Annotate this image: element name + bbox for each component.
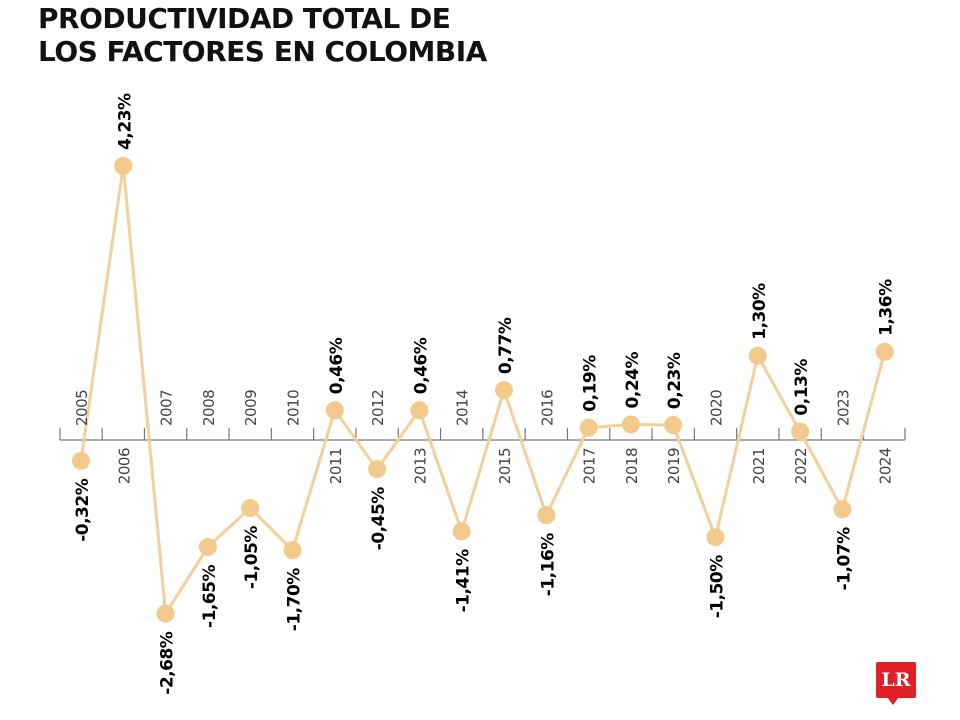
data-label: 4,23% [115, 93, 135, 150]
x-tick-label: 2007 [158, 390, 176, 426]
x-tick-label: 2006 [115, 448, 133, 484]
x-tick-label: 2011 [327, 448, 345, 484]
data-label: -1,07% [834, 527, 854, 590]
data-label: -1,65% [200, 564, 220, 627]
data-label: -1,16% [538, 533, 558, 596]
data-label: -1,41% [454, 549, 474, 612]
data-point [833, 500, 852, 519]
x-tick-label: 2015 [496, 448, 514, 484]
data-point [875, 342, 894, 361]
x-tick-label: 2019 [665, 448, 683, 484]
x-tick-label: 2005 [73, 390, 91, 426]
x-tick-label: 2022 [792, 448, 810, 484]
x-tick-label: 2008 [200, 390, 218, 426]
data-point [410, 401, 429, 420]
x-tick-label: 2016 [538, 390, 556, 426]
data-point [114, 156, 133, 175]
data-label: 0,46% [411, 337, 431, 394]
data-label: 0,19% [581, 355, 601, 412]
data-point [495, 381, 513, 400]
x-tick-label: 2010 [285, 390, 303, 426]
data-label: -1,05% [242, 526, 262, 589]
data-point [325, 401, 344, 420]
data-label: 0,24% [623, 352, 643, 409]
x-tick-label: 2020 [708, 390, 726, 426]
x-tick-label: 2017 [581, 448, 599, 484]
data-label: 0,23% [665, 352, 685, 409]
data-label: 1,30% [750, 283, 770, 340]
data-label: 0,46% [327, 337, 347, 394]
data-point [283, 541, 302, 560]
chart-title: PRODUCTIVIDAD TOTAL DE LOS FACTORES EN C… [38, 2, 487, 68]
data-point [791, 422, 810, 441]
data-label: -0,32% [73, 478, 93, 541]
data-point [368, 460, 387, 479]
data-point [579, 418, 598, 437]
data-point [198, 537, 217, 556]
data-point [706, 528, 725, 547]
data-label: -2,68% [158, 631, 178, 694]
lr-logo-text: LR [881, 669, 911, 691]
data-label: 0,13% [792, 359, 812, 416]
data-label: -1,70% [285, 568, 305, 631]
series-line [79, 164, 887, 616]
x-tick-label: 2009 [242, 390, 260, 426]
data-label: -0,45% [369, 487, 389, 550]
x-tick-label: 2021 [750, 448, 768, 484]
x-tick-label: 2014 [454, 390, 472, 426]
data-label: -1,50% [708, 555, 728, 618]
x-tick-label: 2013 [411, 448, 429, 484]
data-point [72, 451, 90, 470]
data-label: 0,77% [496, 317, 516, 374]
title-line-2: LOS FACTORES EN COLOMBIA [38, 35, 487, 68]
data-point [748, 346, 767, 365]
x-tick-label: 2023 [834, 390, 852, 426]
x-tick-label: 2024 [877, 448, 895, 484]
data-point [241, 499, 260, 518]
data-label: 1,36% [877, 279, 897, 336]
lr-logo [876, 662, 916, 698]
data-point [156, 604, 175, 623]
lr-logo-tail [887, 697, 899, 705]
data-point [664, 416, 683, 435]
data-point [452, 522, 471, 541]
title-line-1: PRODUCTIVIDAD TOTAL DE [38, 2, 451, 35]
data-point [621, 415, 640, 434]
x-tick-label: 2018 [623, 448, 641, 484]
x-tick-label: 2012 [369, 390, 387, 426]
data-point [537, 506, 556, 525]
